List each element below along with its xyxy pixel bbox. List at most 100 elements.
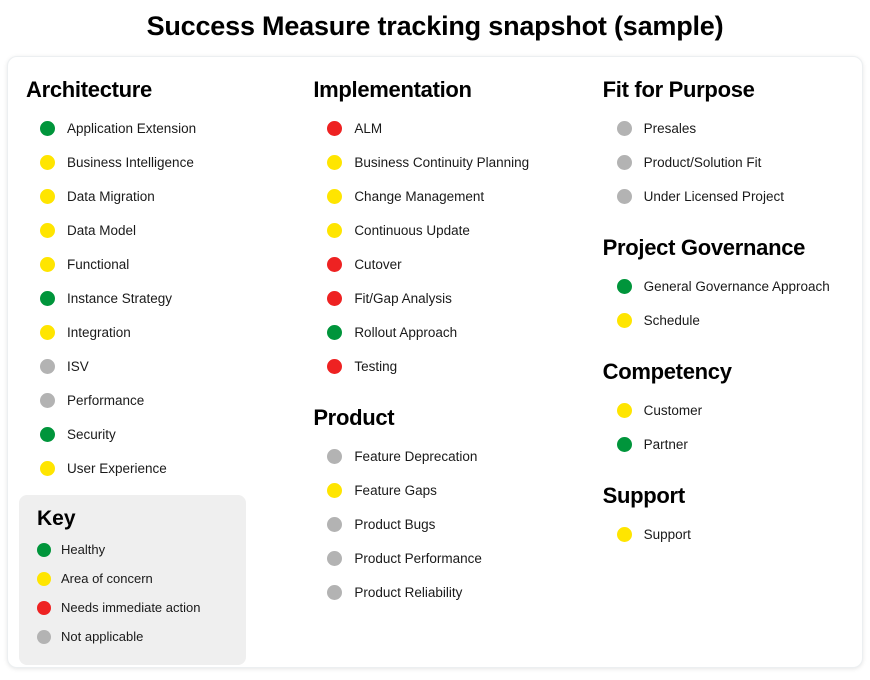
status-item[interactable]: Continuous Update [313, 213, 592, 247]
status-dot-grey-icon [327, 516, 343, 532]
status-dot-yellow-icon [40, 188, 55, 204]
status-item[interactable]: Customer [603, 393, 862, 427]
group-title-implementation: Implementation [313, 77, 472, 102]
item-list-support: Support [603, 517, 862, 551]
status-item[interactable]: Feature Gaps [313, 473, 592, 507]
status-dot-red-icon [327, 256, 343, 272]
status-item[interactable]: Instance Strategy [26, 281, 303, 315]
status-item[interactable]: Data Migration [26, 179, 303, 213]
status-item-label: Product Bugs [354, 516, 436, 532]
key-legend-box: Key Healthy Area of concern Needs immediat… [19, 495, 246, 665]
status-item[interactable]: Fit/Gap Analysis [313, 281, 592, 315]
status-item[interactable]: Not applicable [19, 622, 246, 651]
status-item-label: Feature Gaps [354, 482, 437, 498]
status-item-label: Schedule [643, 312, 700, 328]
status-dot-grey-icon [327, 550, 343, 566]
status-item[interactable]: Healthy [19, 535, 246, 564]
group-title-competency: Competency [602, 359, 732, 384]
status-item-label: Not applicable [61, 629, 144, 644]
status-item[interactable]: Product/Solution Fit [603, 145, 862, 179]
status-item-label: Fit/Gap Analysis [354, 290, 452, 306]
status-item-label: Rollout Approach [354, 324, 458, 340]
status-item[interactable]: Schedule [603, 303, 862, 337]
status-dot-grey-icon [616, 188, 632, 204]
status-dot-yellow-icon [40, 256, 55, 272]
status-item-label: Under Licensed Project [643, 188, 784, 204]
status-item[interactable]: Integration [26, 315, 303, 349]
status-dot-red-icon [327, 120, 343, 136]
status-dot-grey-icon [616, 154, 632, 170]
status-item[interactable]: ALM [313, 111, 592, 145]
status-dot-red-icon [37, 600, 51, 615]
status-item[interactable]: Partner [603, 427, 862, 461]
status-item-label: Data Migration [67, 188, 155, 204]
status-item[interactable]: Under Licensed Project [603, 179, 862, 213]
status-item[interactable]: Performance [26, 383, 303, 417]
status-item[interactable]: Change Management [313, 179, 592, 213]
status-dot-red-icon [327, 358, 343, 374]
status-item[interactable]: Product Reliability [313, 575, 592, 609]
status-dot-yellow-icon [327, 482, 343, 498]
status-dot-grey-icon [327, 448, 343, 464]
status-dot-grey-icon [40, 358, 55, 374]
status-dot-yellow-icon [40, 460, 55, 476]
status-item[interactable]: User Experience [26, 451, 303, 485]
status-item-label: Testing [354, 358, 398, 374]
status-item[interactable]: Presales [603, 111, 862, 145]
status-item[interactable]: Testing [313, 349, 592, 383]
status-item[interactable]: Security [26, 417, 303, 451]
status-dot-grey-icon [40, 392, 55, 408]
item-list-product: Feature Deprecation Feature Gaps Product B… [313, 439, 592, 609]
status-item[interactable]: Cutover [313, 247, 592, 281]
status-item-label: Feature Deprecation [354, 448, 478, 464]
status-item[interactable]: Data Model [26, 213, 303, 247]
status-item-label: Area of concern [61, 571, 153, 586]
item-list-project-governance: General Governance Approach Schedule [603, 269, 862, 337]
status-dot-yellow-icon [37, 571, 51, 586]
status-item[interactable]: Rollout Approach [313, 315, 592, 349]
status-item-label: Performance [67, 392, 145, 408]
status-item-label: Data Model [67, 222, 137, 238]
page-title: Success Measure tracking snapshot (sampl… [146, 11, 724, 41]
status-item[interactable]: Application Extension [26, 111, 303, 145]
snapshot-card: Architecture Application Extension Busines… [7, 56, 863, 668]
item-list-implementation: ALM Business Continuity Planning Change Ma… [313, 111, 592, 383]
status-dot-green-icon [616, 278, 632, 294]
status-item[interactable]: Product Performance [313, 541, 592, 575]
status-item[interactable]: ISV [26, 349, 303, 383]
group-title-architecture: Architecture [26, 77, 152, 102]
group-title-project-governance: Project Governance [602, 235, 806, 260]
status-item-label: ALM [354, 120, 383, 136]
status-item[interactable]: Support [603, 517, 862, 551]
status-dot-green-icon [327, 324, 343, 340]
status-item[interactable]: Business Intelligence [26, 145, 303, 179]
status-item-label: ISV [67, 358, 89, 374]
status-item-label: Cutover [354, 256, 402, 272]
status-item-label: Application Extension [67, 120, 197, 136]
status-item-label: General Governance Approach [643, 278, 830, 294]
group-title-product: Product [313, 405, 395, 430]
status-item-label: Presales [643, 120, 697, 136]
status-dot-green-icon [37, 542, 51, 557]
key-item-list: Healthy Area of concern Needs immediate ac… [19, 535, 246, 651]
status-dot-yellow-icon [616, 402, 632, 418]
column-container: Architecture Application Extension Busines… [8, 57, 862, 667]
status-dot-yellow-icon [327, 222, 343, 238]
status-item-label: Security [67, 426, 116, 442]
status-item[interactable]: General Governance Approach [603, 269, 862, 303]
status-item[interactable]: Feature Deprecation [313, 439, 592, 473]
item-list-competency: Customer Partner [603, 393, 862, 461]
status-item[interactable]: Business Continuity Planning [313, 145, 592, 179]
status-item-label: Product/Solution Fit [643, 154, 762, 170]
status-item[interactable]: Product Bugs [313, 507, 592, 541]
status-item[interactable]: Area of concern [19, 564, 246, 593]
key-title: Key [37, 507, 76, 530]
status-item-label: Business Intelligence [67, 154, 194, 170]
group-title-fit-for-purpose: Fit for Purpose [602, 77, 755, 102]
status-item-label: Customer [643, 402, 703, 418]
status-item[interactable]: Functional [26, 247, 303, 281]
column-2: Implementation ALM Business Continuity Pla… [303, 57, 592, 667]
status-dot-yellow-icon [616, 312, 632, 328]
status-item[interactable]: Needs immediate action [19, 593, 246, 622]
status-item-label: Business Continuity Planning [354, 154, 530, 170]
